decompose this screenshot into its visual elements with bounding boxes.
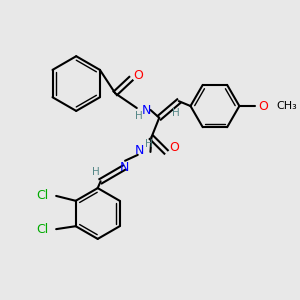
Text: H: H (145, 139, 152, 149)
Text: Cl: Cl (36, 189, 49, 203)
Text: N: N (142, 104, 151, 117)
Text: O: O (258, 100, 268, 112)
Text: Cl: Cl (36, 223, 49, 236)
Text: O: O (133, 69, 143, 82)
Text: N: N (135, 145, 144, 158)
Text: N: N (119, 161, 129, 174)
Text: H: H (135, 111, 142, 121)
Text: H: H (172, 108, 180, 118)
Text: H: H (92, 167, 100, 178)
Text: CH₃: CH₃ (277, 101, 297, 111)
Text: O: O (169, 141, 179, 154)
